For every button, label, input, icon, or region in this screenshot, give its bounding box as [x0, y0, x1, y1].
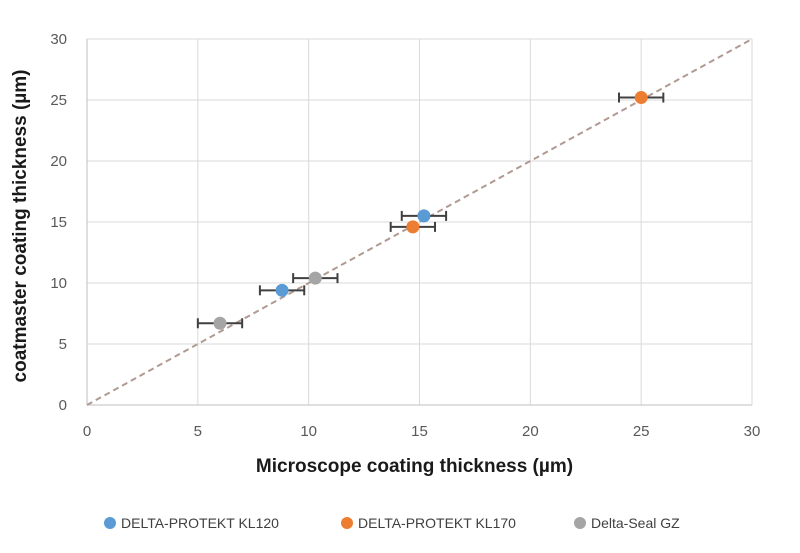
x-tick-label: 20 [522, 423, 539, 440]
y-axis-title: coatmaster coating thickness (µm) [10, 70, 31, 383]
y-tick-label: 25 [50, 92, 67, 109]
data-point-series-1-0 [406, 220, 420, 234]
legend-label: DELTA-PROTEKT KL170 [358, 515, 516, 531]
x-tick-label: 25 [633, 423, 650, 440]
x-tick-label: 5 [194, 423, 202, 440]
legend-label: Delta-Seal GZ [591, 515, 680, 531]
legend: DELTA-PROTEKT KL120 DELTA-PROTEKT KL170 De… [104, 515, 680, 531]
y-tick-label: 5 [59, 336, 67, 353]
x-tick-labels: 0 5 10 15 20 25 30 [83, 423, 761, 440]
legend-label: DELTA-PROTEKT KL120 [121, 515, 279, 531]
x-tick-label: 15 [411, 423, 428, 440]
y-tick-labels: 0 5 10 15 20 25 30 [50, 31, 67, 414]
y-tick-label: 0 [59, 397, 67, 414]
legend-marker [104, 517, 116, 529]
data-point-series-0-0 [275, 283, 289, 297]
y-tick-label: 15 [50, 214, 67, 231]
y-tick-label: 20 [50, 153, 67, 170]
data-point-series-2-1 [308, 271, 322, 285]
x-tick-label: 0 [83, 423, 91, 440]
axes [86, 39, 752, 406]
error-bars [196, 92, 665, 329]
x-tick-label: 10 [300, 423, 317, 440]
data-point-series-1-1 [634, 91, 648, 105]
x-tick-label: 30 [744, 423, 761, 440]
data-point-series-0-1 [417, 209, 431, 223]
legend-marker [341, 517, 353, 529]
y-tick-label: 30 [50, 31, 67, 48]
data-points [213, 91, 648, 330]
y-tick-label: 10 [50, 275, 67, 292]
legend-marker [574, 517, 586, 529]
x-axis-title: Microscope coating thickness (µm) [256, 456, 573, 477]
data-point-series-2-0 [213, 316, 227, 330]
